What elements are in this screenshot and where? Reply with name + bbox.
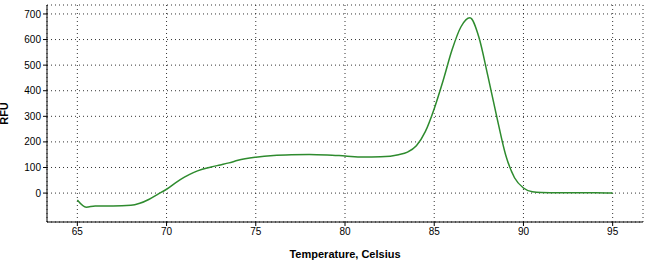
svg-text:400: 400	[24, 85, 41, 96]
svg-text:300: 300	[24, 111, 41, 122]
svg-text:80: 80	[339, 226, 351, 237]
svg-text:500: 500	[24, 60, 41, 71]
svg-text:75: 75	[250, 226, 262, 237]
svg-text:Temperature, Celsius: Temperature, Celsius	[289, 248, 400, 260]
svg-text:90: 90	[518, 226, 530, 237]
svg-text:200: 200	[24, 136, 41, 147]
svg-text:600: 600	[24, 34, 41, 45]
svg-text:700: 700	[24, 9, 41, 20]
svg-text:65: 65	[72, 226, 84, 237]
svg-text:95: 95	[607, 226, 619, 237]
svg-text:100: 100	[24, 162, 41, 173]
svg-text:0: 0	[35, 188, 41, 199]
svg-text:RFU: RFU	[0, 102, 10, 125]
svg-text:70: 70	[161, 226, 173, 237]
svg-text:85: 85	[429, 226, 441, 237]
